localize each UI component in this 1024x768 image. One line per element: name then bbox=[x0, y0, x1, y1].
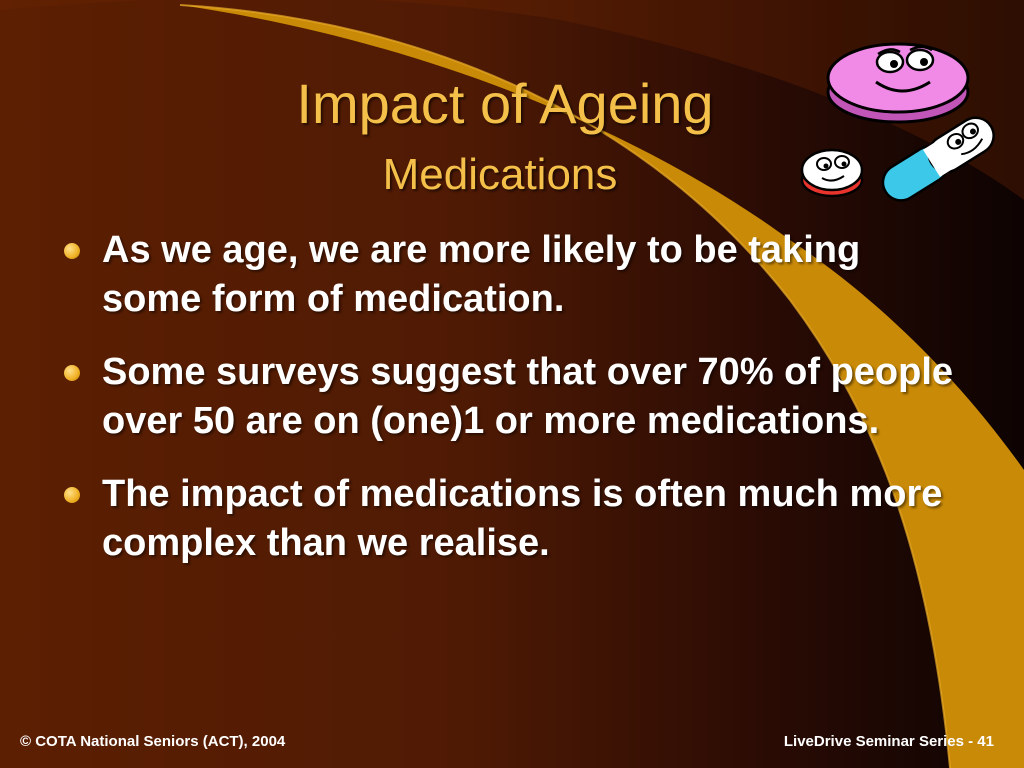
bullet-item: As we age, we are more likely to be taki… bbox=[62, 226, 962, 324]
smiling-pills-icon bbox=[800, 42, 995, 202]
capsule-pill-icon bbox=[881, 116, 995, 202]
bullet-list: As we age, we are more likely to be taki… bbox=[62, 226, 962, 592]
bullet-text: The impact of medications is often much … bbox=[102, 473, 943, 564]
bullet-item: The impact of medications is often much … bbox=[62, 470, 962, 568]
bullet-text: As we age, we are more likely to be taki… bbox=[102, 229, 861, 320]
bullet-dot-icon bbox=[64, 243, 80, 259]
bullet-dot-icon bbox=[64, 365, 80, 381]
footer-series-page: LiveDrive Seminar Series - 41 bbox=[783, 733, 994, 750]
pink-pill-icon bbox=[826, 42, 970, 124]
footer-copyright: © COTA National Seniors (ACT), 2004 bbox=[20, 733, 286, 750]
bullet-text: Some surveys suggest that over 70% of pe… bbox=[102, 351, 954, 442]
slide-subtitle: Medications bbox=[382, 150, 618, 199]
bullet-dot-icon bbox=[64, 487, 80, 503]
bullet-item: Some surveys suggest that over 70% of pe… bbox=[62, 348, 962, 446]
slide-title: Impact of Ageing bbox=[296, 72, 714, 135]
red-white-pill-icon bbox=[800, 148, 864, 198]
